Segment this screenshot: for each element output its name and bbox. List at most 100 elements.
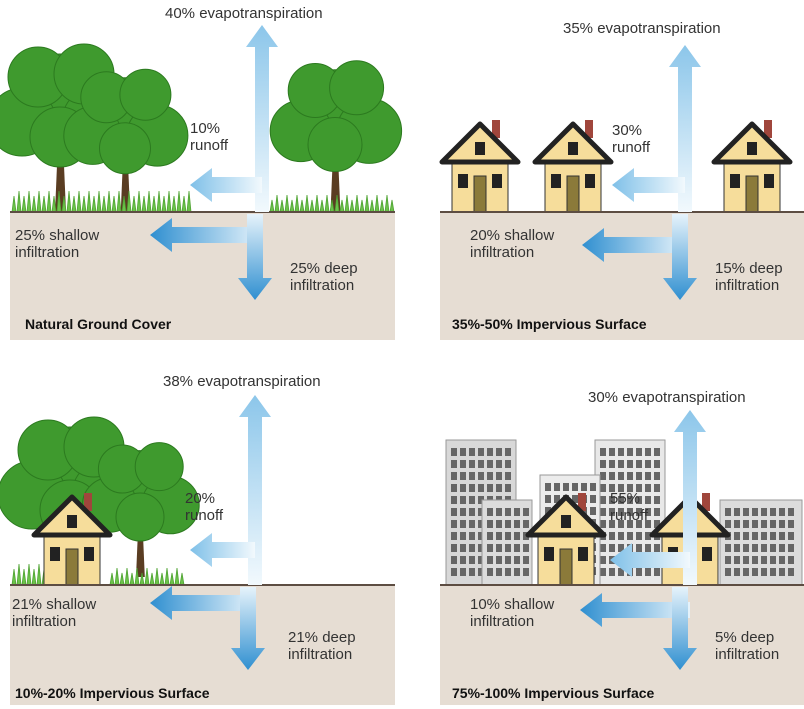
building-window xyxy=(645,448,651,456)
deep-infiltration-label: infiltration xyxy=(290,277,354,294)
building-window xyxy=(505,484,511,492)
building-window xyxy=(460,484,466,492)
building-window xyxy=(469,556,475,564)
building-window xyxy=(761,520,767,528)
building-window xyxy=(645,484,651,492)
diagram: 40% evapotranspiration 10% runoff 25% shall… xyxy=(0,0,804,709)
building-window xyxy=(496,520,502,528)
building-window xyxy=(725,508,731,516)
runoff-label: runoff xyxy=(612,139,651,156)
building-window xyxy=(600,544,606,552)
building-window xyxy=(761,544,767,552)
deep-infiltration-label: 5% deep xyxy=(715,629,774,646)
building-window xyxy=(505,448,511,456)
building-window xyxy=(523,544,529,552)
building-window xyxy=(451,544,457,552)
building-window xyxy=(743,532,749,540)
building-window xyxy=(743,508,749,516)
building-window xyxy=(725,568,731,576)
building-window xyxy=(478,448,484,456)
building-window xyxy=(734,532,740,540)
building-window xyxy=(743,568,749,576)
building-window xyxy=(618,448,624,456)
building-window xyxy=(460,508,466,516)
building-window xyxy=(609,460,615,468)
house-door xyxy=(66,549,78,585)
building-window xyxy=(460,556,466,564)
building-window xyxy=(514,532,520,540)
building-window xyxy=(496,532,502,540)
building-window xyxy=(451,556,457,564)
building-window xyxy=(505,556,511,564)
building-window xyxy=(654,544,660,552)
shallow-infiltration-label: 20% shallow xyxy=(470,227,554,244)
runoff-label: 10% xyxy=(190,120,220,137)
house-window xyxy=(458,174,468,188)
building-window xyxy=(451,448,457,456)
building-window xyxy=(788,508,794,516)
building-window xyxy=(487,520,493,528)
building-window xyxy=(761,508,767,516)
evapotranspiration-label: 40% evapotranspiration xyxy=(165,5,323,22)
building-window xyxy=(469,508,475,516)
building-window xyxy=(514,556,520,564)
building-window xyxy=(609,448,615,456)
building-window xyxy=(734,568,740,576)
building-window xyxy=(545,495,551,503)
building-window xyxy=(779,544,785,552)
building-window xyxy=(645,472,651,480)
building-window xyxy=(523,508,529,516)
evapotranspiration-label: 35% evapotranspiration xyxy=(563,20,721,37)
house-door xyxy=(474,176,486,212)
building-window xyxy=(752,556,758,564)
tree-foliage xyxy=(120,69,171,120)
building-window xyxy=(487,568,493,576)
building-window xyxy=(523,568,529,576)
deep-infiltration-label: 25% deep xyxy=(290,260,358,277)
building-window xyxy=(451,460,457,468)
building-window xyxy=(460,520,466,528)
tree-foliage xyxy=(135,443,183,491)
grass xyxy=(12,191,191,212)
house-window xyxy=(475,142,485,155)
building-window xyxy=(469,568,475,576)
building-window xyxy=(734,556,740,564)
house-window xyxy=(568,142,578,155)
building-window xyxy=(496,544,502,552)
building-window xyxy=(618,460,624,468)
building-window xyxy=(761,532,767,540)
building-window xyxy=(523,520,529,528)
building-window xyxy=(487,556,493,564)
building-window xyxy=(590,495,596,503)
building-window xyxy=(636,460,642,468)
shallow-infiltration-label: 25% shallow xyxy=(15,227,99,244)
deep-infiltration-label: 21% deep xyxy=(288,629,356,646)
building-window xyxy=(788,520,794,528)
runoff-label: 30% xyxy=(612,122,642,139)
building-window xyxy=(779,568,785,576)
building-window xyxy=(469,496,475,504)
building-window xyxy=(618,472,624,480)
shallow-infiltration-label: 10% shallow xyxy=(470,596,554,613)
building-window xyxy=(779,508,785,516)
building-window xyxy=(496,568,502,576)
building-window xyxy=(654,472,660,480)
building-window xyxy=(523,556,529,564)
building-window xyxy=(451,532,457,540)
building-window xyxy=(743,520,749,528)
building-window xyxy=(478,460,484,468)
building-window xyxy=(590,483,596,491)
building-window xyxy=(487,472,493,480)
house-door xyxy=(746,176,758,212)
building-window xyxy=(514,568,520,576)
building-window xyxy=(496,448,502,456)
building-window xyxy=(496,472,502,480)
building-window xyxy=(609,568,615,576)
building-window xyxy=(487,448,493,456)
building-window xyxy=(600,448,606,456)
building-window xyxy=(654,448,660,456)
evapotranspiration-label: 38% evapotranspiration xyxy=(163,373,321,390)
building-window xyxy=(609,472,615,480)
building-window xyxy=(654,460,660,468)
building-window xyxy=(636,448,642,456)
